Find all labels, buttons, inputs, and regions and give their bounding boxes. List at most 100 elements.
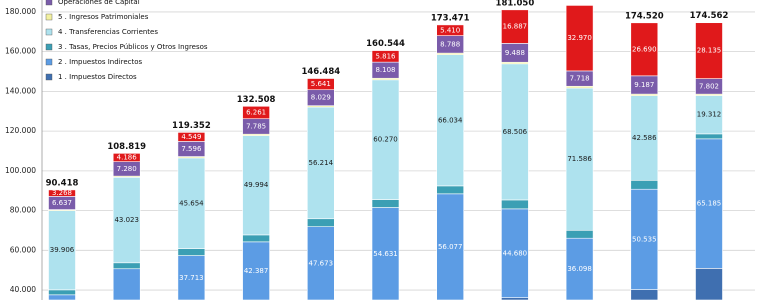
total-label: 181.050 <box>496 0 535 8</box>
bar-segment <box>630 179 659 190</box>
bar-segment <box>630 188 659 290</box>
legend-swatch <box>45 0 53 6</box>
segment-label: 39.906 <box>50 246 75 254</box>
bar-segment <box>48 294 76 300</box>
segment-label: 50.535 <box>632 235 657 243</box>
bar-segment <box>48 189 76 197</box>
total-label: 132.508 <box>237 95 276 105</box>
segment-label: 43.023 <box>114 216 139 224</box>
segment-label: 8.029 <box>311 94 331 102</box>
legend-label: 4 . Transferencias Corrientes <box>58 28 158 36</box>
bar-segment <box>501 199 529 210</box>
y-tick-label: 120.000 <box>5 126 36 135</box>
segment-label: 19.312 <box>697 111 722 119</box>
bar-segment <box>242 105 270 120</box>
bar-segment <box>371 79 400 200</box>
legend-label: 5 . Ingresos Patrimoniales <box>58 13 149 21</box>
segment-label: 47.673 <box>309 259 334 267</box>
bar-segment <box>565 237 594 300</box>
segment-label: 45.654 <box>179 199 204 207</box>
bar-segment <box>695 95 723 135</box>
bar-segment <box>177 255 206 300</box>
bar-segment <box>501 9 529 44</box>
total-label: 90.418 <box>46 178 79 188</box>
segment-label: 8.108 <box>375 66 395 74</box>
segment-label: 42.586 <box>632 134 657 142</box>
bar-segment <box>306 106 335 220</box>
bar-segment <box>112 177 141 264</box>
bar-segment <box>695 133 723 140</box>
bar-segment <box>565 87 594 231</box>
segment-label: 65.185 <box>697 200 722 208</box>
segment-label: 44.680 <box>503 249 528 257</box>
bar-segment <box>112 153 141 162</box>
bar-segment <box>501 208 529 298</box>
bar-segment <box>112 268 141 300</box>
bar-segment <box>565 229 594 239</box>
bar-segment <box>306 218 335 227</box>
bar-segment <box>695 22 723 79</box>
bar-segment <box>242 241 270 300</box>
total-label: 174.520 <box>625 11 664 21</box>
segment-label: 4.186 <box>117 153 138 161</box>
segment-label: 36.098 <box>567 265 592 273</box>
segment-label: 68.506 <box>503 128 528 136</box>
total-label: 173.471 <box>431 13 470 23</box>
legend-swatch <box>45 28 53 36</box>
bar-segment <box>371 199 400 208</box>
bar-segment <box>436 24 465 36</box>
bar-segment <box>112 262 141 270</box>
segment-label: 8.788 <box>440 40 460 48</box>
bar-segment <box>306 78 335 91</box>
segment-label: 9.488 <box>505 49 525 57</box>
bar-segment <box>436 54 465 187</box>
bar-segment <box>177 157 206 249</box>
bar-segment <box>48 210 76 291</box>
segment-label: 6.261 <box>246 108 266 116</box>
segment-label: 54.631 <box>373 250 398 258</box>
segment-label: 71.586 <box>567 155 592 163</box>
y-tick-label: 80.000 <box>10 206 36 215</box>
segment-label: 37.713 <box>179 274 204 282</box>
y-tick-label: 180.000 <box>5 7 36 16</box>
segment-label: 66.034 <box>438 116 463 124</box>
segment-label: 5.641 <box>311 80 331 88</box>
bar-segment <box>242 234 270 243</box>
bar-segment <box>177 248 206 256</box>
legend-label: 1 . Impuestos Directos <box>58 73 137 81</box>
y-tick-label: 60.000 <box>10 245 36 254</box>
segment-label: 7.802 <box>699 82 719 90</box>
legend-swatch <box>45 43 53 51</box>
segment-label: 56.214 <box>309 159 334 167</box>
y-tick-label: 140.000 <box>5 86 36 95</box>
legend-swatch <box>45 13 53 21</box>
segment-label: 7.785 <box>246 122 266 130</box>
segment-label: 5.410 <box>440 26 460 34</box>
legend: Operaciones de Capital 5 . Ingresos Patri… <box>45 0 208 81</box>
segment-label: 60.270 <box>373 136 398 144</box>
legend-label: 3 . Tasas, Precios Públicos y Otros Ingr… <box>58 43 208 51</box>
segment-label: 28.135 <box>697 47 722 55</box>
legend-swatch <box>45 73 53 81</box>
y-tick-label: 160.000 <box>5 47 36 56</box>
bar-segment <box>371 207 400 300</box>
segment-label: 3.268 <box>52 189 72 197</box>
bar-segment <box>565 5 594 72</box>
total-label: 160.544 <box>366 39 405 49</box>
segment-label: 7.596 <box>181 145 202 153</box>
bar-segment <box>630 289 659 300</box>
bar-segment <box>630 95 659 181</box>
total-label: 174.562 <box>690 11 729 21</box>
total-label: 146.484 <box>301 67 340 77</box>
total-label: 119.352 <box>172 121 211 131</box>
legend-label: 2 . Impuestos Indirectos <box>58 58 143 66</box>
total-label: 108.819 <box>107 142 146 152</box>
segment-label: 49.994 <box>244 181 269 189</box>
bar-segment <box>501 63 529 201</box>
bar-segment <box>371 50 400 63</box>
segment-label: 26.690 <box>632 45 657 53</box>
bar-segment <box>48 289 76 296</box>
legend-swatch <box>45 58 53 66</box>
segment-label: 16.887 <box>503 23 528 31</box>
segment-label: 6.637 <box>52 199 72 207</box>
